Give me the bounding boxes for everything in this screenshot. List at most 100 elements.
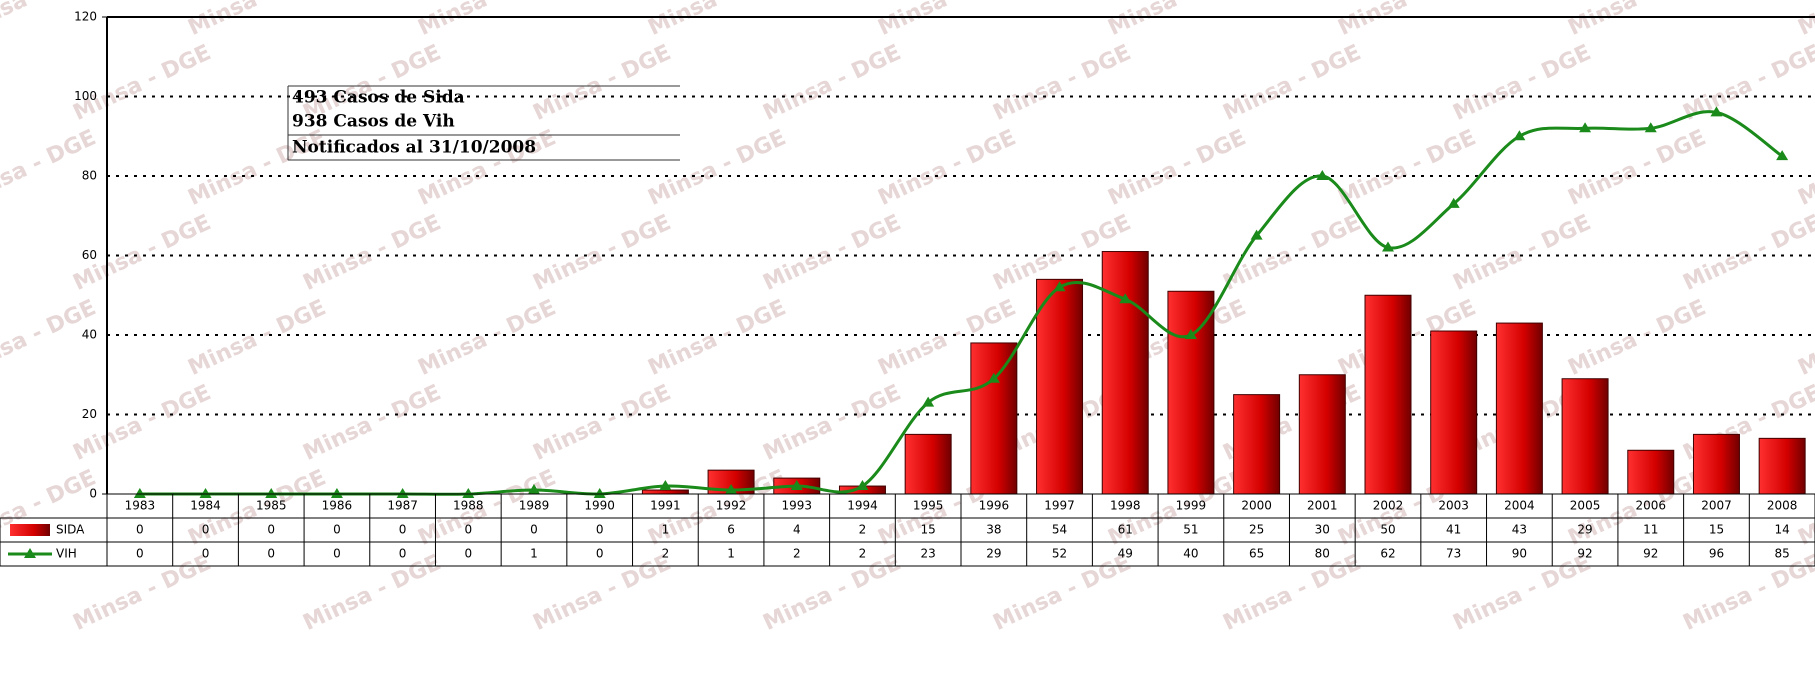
x-tick-label: 1993 [781,499,812,513]
x-tick-label: 2000 [1241,499,1272,513]
watermark: Minsa - DGE [1795,0,1815,41]
table-value: 73 [1446,547,1461,561]
watermark: Minsa - DGE [1450,210,1595,296]
bar [1495,322,1543,495]
marker [1579,122,1592,133]
marker [1382,241,1394,252]
marker [1513,130,1526,141]
legend-label: SIDA [56,523,85,537]
x-tick-label: 1996 [979,499,1010,513]
table-value: 0 [399,523,407,537]
table-value: 2 [793,547,801,561]
watermark: Minsa - DGE [70,380,215,466]
table-value: 14 [1775,523,1790,537]
table-value: 1 [727,547,735,561]
bar [970,342,1018,495]
x-tick-label: 1999 [1176,499,1207,513]
marker [528,484,540,495]
y-tick-label: 120 [74,10,97,24]
table-value: 0 [202,547,210,561]
bar [641,489,689,495]
bar [1692,433,1740,495]
bar [1101,251,1149,495]
watermark: Minsa - DGE [760,40,905,126]
watermark: Minsa - DGE [530,210,675,296]
table-value: 54 [1052,523,1067,537]
watermark: Minsa - DGE [760,380,905,466]
watermark: Minsa - DGE [530,550,675,636]
watermark: Minsa - DGE [990,40,1135,126]
table-value: 2 [859,547,867,561]
bar [1298,374,1346,495]
marker [396,488,409,498]
bar [1036,278,1084,495]
marker [133,488,146,498]
table-value: 50 [1380,523,1395,537]
watermark: Minsa - DGE [760,550,905,636]
watermark: Minsa - DGE [1680,210,1815,296]
table-value: 0 [399,547,407,561]
watermark: Minsa - DGE [645,295,790,381]
bar [904,433,952,495]
table-value: 52 [1052,547,1067,561]
watermark: Minsa - DGE [875,0,1020,41]
x-tick-label: 2006 [1635,499,1666,513]
table-value: 65 [1249,547,1264,561]
watermark: Minsa - DGE [1220,550,1365,636]
watermark: Minsa - DGE [1220,40,1365,126]
y-tick-label: 20 [82,407,97,421]
bar [1167,290,1215,495]
x-tick-label: 2003 [1438,499,1469,513]
marker [199,488,212,498]
y-tick-label: 0 [89,487,97,501]
table-value: 62 [1380,547,1395,561]
x-tick-label: 2002 [1373,499,1404,513]
watermark-layer: Minsa - DGE Minsa - DGE Minsa - DGE Minsa -… [0,0,1815,636]
marker [1119,293,1132,304]
table-value: 43 [1512,523,1527,537]
table-value: 0 [530,523,538,537]
table-value: 1 [662,523,670,537]
table-value: 0 [333,547,341,561]
x-tick-label: 1984 [190,499,221,513]
x-tick-label: 2004 [1504,499,1535,513]
table-value: 2 [859,523,867,537]
table-value: 29 [1577,523,1592,537]
watermark: Minsa - DGE [70,40,215,126]
bar [1758,437,1806,495]
x-tick-label: 2001 [1307,499,1338,513]
watermark: Minsa - DGE [1565,295,1710,381]
watermark: Minsa - DGE [1220,210,1365,296]
watermark: Minsa - DGE [0,465,100,551]
watermark: Minsa - DGE [645,125,790,211]
watermark: Minsa - DGE [530,40,675,126]
table-value: 40 [1183,547,1198,561]
table-value: 92 [1577,547,1592,561]
watermark: Minsa - DGE [1795,125,1815,211]
watermark: Minsa - DGE [1795,295,1815,381]
table-value: 0 [136,523,144,537]
table-value: 80 [1315,547,1330,561]
watermark: Minsa - DGE [1450,550,1595,636]
table-value: 6 [727,523,735,537]
table-value: 0 [136,547,144,561]
watermark: Minsa - DGE [415,0,560,41]
marker [1644,122,1657,133]
table-value: 96 [1709,547,1724,561]
table-value: 23 [921,547,936,561]
x-tick-label: 1986 [322,499,353,513]
table-value: 25 [1249,523,1264,537]
annotation: Notificados al 31/10/2008 [292,138,536,158]
table-value: 0 [267,547,275,561]
x-tick-label: 2008 [1767,499,1798,513]
watermark: Minsa - DGE [875,125,1020,211]
watermark: Minsa - DGE [300,380,445,466]
x-tick-label: 1991 [650,499,681,513]
table-value: 0 [267,523,275,537]
y-tick-label: 80 [82,169,97,183]
table-value: 51 [1183,523,1198,537]
watermark: Minsa - DGE [760,210,905,296]
marker [1316,170,1329,180]
